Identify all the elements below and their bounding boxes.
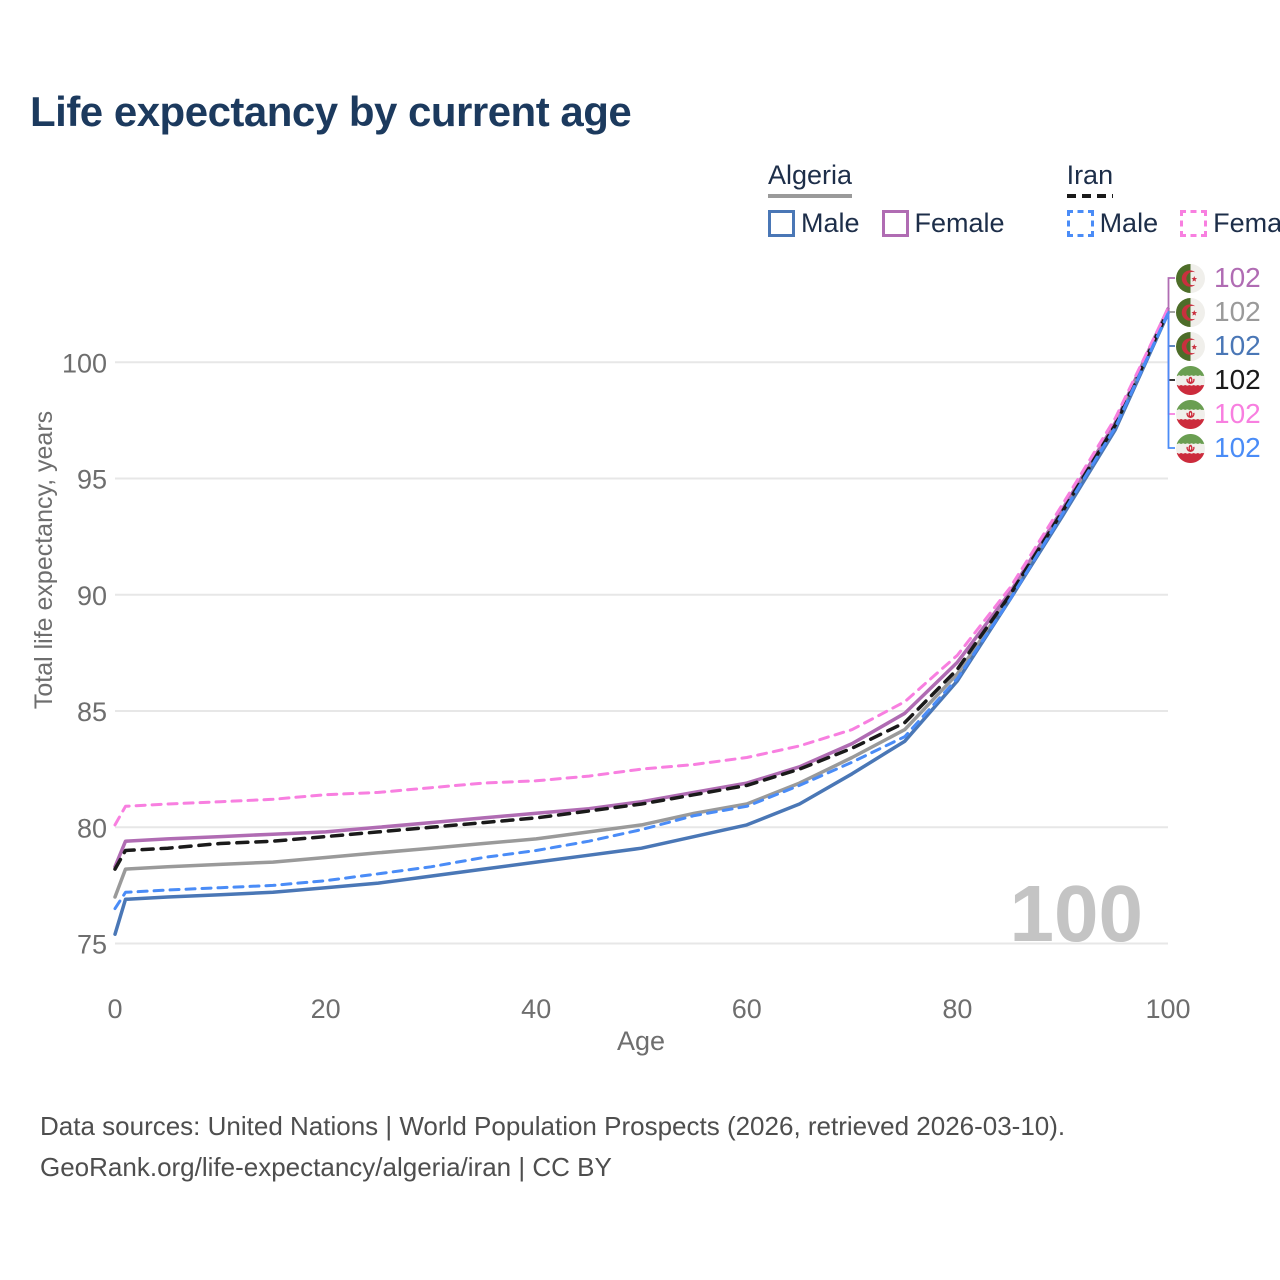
end-label-connector xyxy=(1167,311,1175,449)
algeria-solid-line-swatch-icon xyxy=(768,194,853,198)
algeria-flag-icon xyxy=(1176,297,1205,327)
series-line-iran-male[interactable] xyxy=(113,311,1170,911)
legend-item-algeria-female[interactable]: Female xyxy=(881,208,1005,239)
iran-flag-icon xyxy=(1176,365,1205,395)
end-label-connector xyxy=(1167,277,1175,311)
series-line-algeria-male[interactable] xyxy=(113,311,1170,936)
y-tick-label: 90 xyxy=(77,581,107,611)
y-tick-label: 80 xyxy=(77,813,107,843)
legend-country-iran[interactable]: Iran xyxy=(1066,160,1114,198)
algeria-flag-icon xyxy=(1176,263,1205,293)
end-label-connector xyxy=(1167,311,1175,415)
algeria-flag-icon xyxy=(1176,331,1205,361)
x-tick-label: 0 xyxy=(107,994,122,1024)
series-line-algeria-female[interactable] xyxy=(113,307,1170,869)
legend-country-label: Iran xyxy=(1066,160,1114,190)
end-value: 102 xyxy=(1214,330,1261,361)
x-tick-label: 40 xyxy=(521,994,551,1024)
x-tick-label: 100 xyxy=(1145,994,1190,1024)
legend-item-label: Female xyxy=(914,208,1005,238)
series-line-iran-female[interactable] xyxy=(113,307,1170,827)
legend-group-algeria: Algeria Male Female xyxy=(768,160,1005,239)
end-value: 102 xyxy=(1214,364,1261,395)
end-label-algeria-female: 102 xyxy=(1176,261,1261,295)
line-chart-canvas: 100 75 80 85 90 95 100 0 20 40 60 80 100 Age Total … xyxy=(30,277,1191,1056)
axis-tick-labels: 75 80 85 90 95 100 0 20 40 60 80 100 xyxy=(62,348,1191,1024)
end-value: 102 xyxy=(1214,262,1261,293)
y-tick-label: 85 xyxy=(77,697,107,727)
end-value: 102 xyxy=(1214,398,1261,429)
end-label-iran-female: 102 xyxy=(1176,397,1261,431)
end-label-algeria-male: 102 xyxy=(1176,329,1261,363)
y-tick-label: 75 xyxy=(77,930,107,960)
legend-country-algeria[interactable]: Algeria xyxy=(768,160,853,198)
end-label-connector xyxy=(1167,311,1175,347)
page-title: Life expectancy by current age xyxy=(30,88,632,135)
algeria-male-swatch-icon xyxy=(768,210,795,237)
current-age-watermark: 100 xyxy=(1010,869,1143,958)
legend-item-label: Female xyxy=(1213,208,1280,238)
series-lines xyxy=(113,307,1170,936)
x-tick-label: 60 xyxy=(732,994,762,1024)
legend-item-label: Male xyxy=(801,208,860,238)
x-axis-title: Age xyxy=(617,1026,665,1056)
iran-flag-icon xyxy=(1176,433,1205,463)
iran-male-swatch-icon xyxy=(1066,210,1094,237)
algeria-female-swatch-icon xyxy=(881,210,909,237)
iran-female-swatch-icon xyxy=(1180,210,1208,237)
end-label-connector xyxy=(1167,311,1175,313)
legend-item-algeria-male[interactable]: Male xyxy=(768,208,860,239)
end-label-iran-all: 102 xyxy=(1176,363,1261,397)
y-axis-title: Total life expectancy, years xyxy=(30,411,58,709)
end-label-algeria-all: 102 xyxy=(1176,295,1261,329)
end-label-iran-male: 102 xyxy=(1176,431,1261,465)
end-value: 102 xyxy=(1214,296,1261,327)
legend-group-iran: Iran Male Female xyxy=(1066,160,1280,239)
x-tick-label: 20 xyxy=(311,994,341,1024)
gridlines xyxy=(115,361,1168,945)
iran-flag-icon xyxy=(1176,399,1205,429)
series-line-iran[interactable] xyxy=(113,309,1170,871)
iran-dashed-line-swatch-icon xyxy=(1066,194,1114,198)
footer: Data sources: United Nations | World Pop… xyxy=(40,1106,1065,1188)
series-line-algeria[interactable] xyxy=(113,309,1170,899)
legend-item-iran-female[interactable]: Female xyxy=(1180,208,1280,239)
end-label-connectors xyxy=(1167,277,1175,449)
y-tick-label: 95 xyxy=(77,465,107,495)
x-tick-label: 80 xyxy=(942,994,972,1024)
legend-country-label: Algeria xyxy=(768,160,853,190)
attribution-line: GeoRank.org/life-expectancy/algeria/iran… xyxy=(40,1152,612,1182)
data-sources-line: Data sources: United Nations | World Pop… xyxy=(40,1111,1066,1141)
legend-item-iran-male[interactable]: Male xyxy=(1066,208,1159,239)
legend-item-label: Male xyxy=(1099,208,1159,238)
legend: Algeria Male Female Iran xyxy=(768,160,1280,239)
end-value: 102 xyxy=(1214,432,1261,463)
y-tick-label: 100 xyxy=(62,348,107,378)
